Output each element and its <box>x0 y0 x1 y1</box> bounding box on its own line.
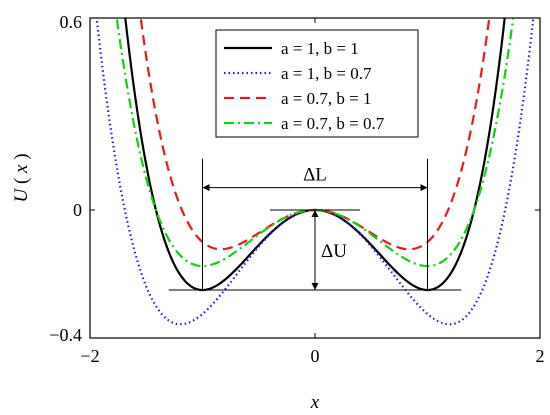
x-tick-label-0: −2 <box>80 346 99 366</box>
legend-label-1: a = 1, b = 0.7 <box>281 64 372 83</box>
delta-u-label: ΔU <box>321 241 347 262</box>
ticks-group: −2 0 2 −0.4 0 0.6 <box>49 12 544 366</box>
legend: a = 1, b = 1 a = 1, b = 0.7 a = 0.7, b = 1… <box>215 29 419 138</box>
y-tick-label-2: 0.6 <box>60 12 83 32</box>
y-tick-label-0: −0.4 <box>49 325 82 345</box>
legend-label-3: a = 0.7, b = 0.7 <box>281 114 385 133</box>
y-axis-label-open: ( <box>11 178 32 184</box>
legend-box <box>215 29 419 138</box>
x-axis-label: x <box>310 392 320 413</box>
x-tick-label-1: 0 <box>311 346 320 366</box>
annotations-group: ΔL ΔU <box>168 158 462 291</box>
series-line-1 <box>95 18 535 326</box>
legend-label-2: a = 0.7, b = 1 <box>281 89 371 108</box>
y-axis-label: U ( x ) <box>11 153 32 202</box>
x-tick-label-2: 2 <box>536 346 545 366</box>
legend-label-0: a = 1, b = 1 <box>281 39 359 58</box>
y-tick-label-1: 0 <box>73 200 82 220</box>
delta-l-label: ΔL <box>303 165 327 186</box>
y-axis-label-arg: x <box>11 164 32 174</box>
y-axis-label-close: ) <box>11 153 32 159</box>
y-axis-label-var: U <box>11 188 32 203</box>
